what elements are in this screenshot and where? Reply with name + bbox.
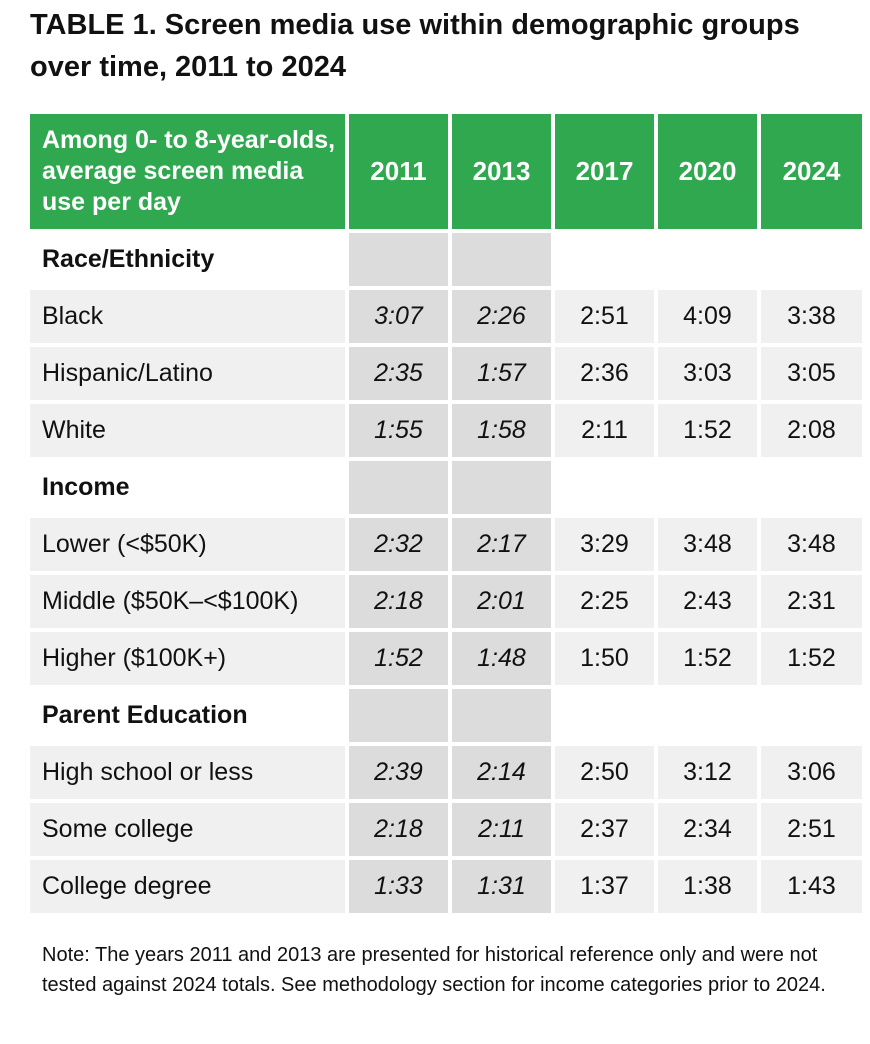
value-cell: 2:14 — [448, 744, 553, 803]
group-header-row: Income — [30, 459, 862, 518]
value-cell: 2:32 — [345, 516, 450, 575]
data-table: Among 0- to 8-year-olds, average screen … — [30, 114, 862, 917]
table-row: Higher ($100K+) 1:52 1:48 1:50 1:52 1:52 — [30, 630, 862, 689]
group-label: Income — [30, 459, 347, 518]
value-cell: 2:51 — [551, 288, 656, 347]
value-cell: 3:38 — [757, 288, 862, 347]
value-cell: 3:07 — [345, 288, 450, 347]
empty-cell — [448, 231, 553, 290]
value-cell: 2:43 — [654, 573, 759, 632]
value-cell: 3:48 — [757, 516, 862, 575]
value-cell: 2:18 — [345, 573, 450, 632]
empty-cell — [654, 231, 759, 290]
value-cell: 1:48 — [448, 630, 553, 689]
value-cell: 1:31 — [448, 858, 553, 917]
header-row: Among 0- to 8-year-olds, average screen … — [30, 114, 862, 233]
group-label: Race/Ethnicity — [30, 231, 347, 290]
group-label: Parent Education — [30, 687, 347, 746]
value-cell: 2:50 — [551, 744, 656, 803]
row-label: Black — [30, 288, 347, 347]
value-cell: 2:25 — [551, 573, 656, 632]
year-header: 2011 — [345, 114, 450, 233]
empty-cell — [551, 231, 656, 290]
empty-cell — [448, 459, 553, 518]
value-cell: 2:39 — [345, 744, 450, 803]
value-cell: 1:55 — [345, 402, 450, 461]
empty-cell — [551, 687, 656, 746]
row-label: High school or less — [30, 744, 347, 803]
value-cell: 2:51 — [757, 801, 862, 860]
value-cell: 2:35 — [345, 345, 450, 404]
year-header: 2020 — [654, 114, 759, 233]
value-cell: 2:37 — [551, 801, 656, 860]
empty-cell — [345, 687, 450, 746]
value-cell: 3:12 — [654, 744, 759, 803]
value-cell: 2:17 — [448, 516, 553, 575]
value-cell: 3:05 — [757, 345, 862, 404]
row-label: Some college — [30, 801, 347, 860]
table-row: College degree 1:33 1:31 1:37 1:38 1:43 — [30, 858, 862, 917]
value-cell: 1:50 — [551, 630, 656, 689]
table-note: Note: The years 2011 and 2013 are presen… — [42, 944, 826, 996]
value-cell: 4:09 — [654, 288, 759, 347]
empty-cell — [345, 459, 450, 518]
table-row: Some college 2:18 2:11 2:37 2:34 2:51 — [30, 801, 862, 860]
value-cell: 1:57 — [448, 345, 553, 404]
empty-cell — [654, 459, 759, 518]
row-label: Middle ($50K–<$100K) — [30, 573, 347, 632]
value-cell: 1:37 — [551, 858, 656, 917]
value-cell: 2:26 — [448, 288, 553, 347]
table-row: Middle ($50K–<$100K) 2:18 2:01 2:25 2:43… — [30, 573, 862, 632]
empty-cell — [345, 231, 450, 290]
year-header: 2017 — [551, 114, 656, 233]
table-title: TABLE 1. Screen media use within demogra… — [30, 9, 800, 83]
value-cell: 2:11 — [448, 801, 553, 860]
value-cell: 3:03 — [654, 345, 759, 404]
value-cell: 1:52 — [757, 630, 862, 689]
value-cell: 1:33 — [345, 858, 450, 917]
value-cell: 1:38 — [654, 858, 759, 917]
value-cell: 3:48 — [654, 516, 759, 575]
value-cell: 1:52 — [345, 630, 450, 689]
value-cell: 2:34 — [654, 801, 759, 860]
empty-cell — [551, 459, 656, 518]
empty-cell — [757, 687, 862, 746]
value-cell: 2:08 — [757, 402, 862, 461]
row-label: College degree — [30, 858, 347, 917]
empty-cell — [654, 687, 759, 746]
value-cell: 3:06 — [757, 744, 862, 803]
value-cell: 1:52 — [654, 630, 759, 689]
year-header: 2024 — [757, 114, 862, 233]
group-header-row: Race/Ethnicity — [30, 231, 862, 290]
table-row: White 1:55 1:58 2:11 1:52 2:08 — [30, 402, 862, 461]
year-header: 2013 — [448, 114, 553, 233]
table-row: Lower (<$50K) 2:32 2:17 3:29 3:48 3:48 — [30, 516, 862, 575]
table-row: High school or less 2:39 2:14 2:50 3:12 … — [30, 744, 862, 803]
row-label: Hispanic/Latino — [30, 345, 347, 404]
value-cell: 1:58 — [448, 402, 553, 461]
group-header-row: Parent Education — [30, 687, 862, 746]
header-label: Among 0- to 8-year-olds, average screen … — [30, 114, 347, 233]
value-cell: 1:43 — [757, 858, 862, 917]
table-row: Hispanic/Latino 2:35 1:57 2:36 3:03 3:05 — [30, 345, 862, 404]
table-row: Black 3:07 2:26 2:51 4:09 3:38 — [30, 288, 862, 347]
row-label: White — [30, 402, 347, 461]
row-label: Lower (<$50K) — [30, 516, 347, 575]
value-cell: 2:01 — [448, 573, 553, 632]
value-cell: 3:29 — [551, 516, 656, 575]
value-cell: 1:52 — [654, 402, 759, 461]
value-cell: 2:36 — [551, 345, 656, 404]
empty-cell — [448, 687, 553, 746]
value-cell: 2:18 — [345, 801, 450, 860]
empty-cell — [757, 231, 862, 290]
row-label: Higher ($100K+) — [30, 630, 347, 689]
value-cell: 2:11 — [551, 402, 656, 461]
value-cell: 2:31 — [757, 573, 862, 632]
empty-cell — [757, 459, 862, 518]
